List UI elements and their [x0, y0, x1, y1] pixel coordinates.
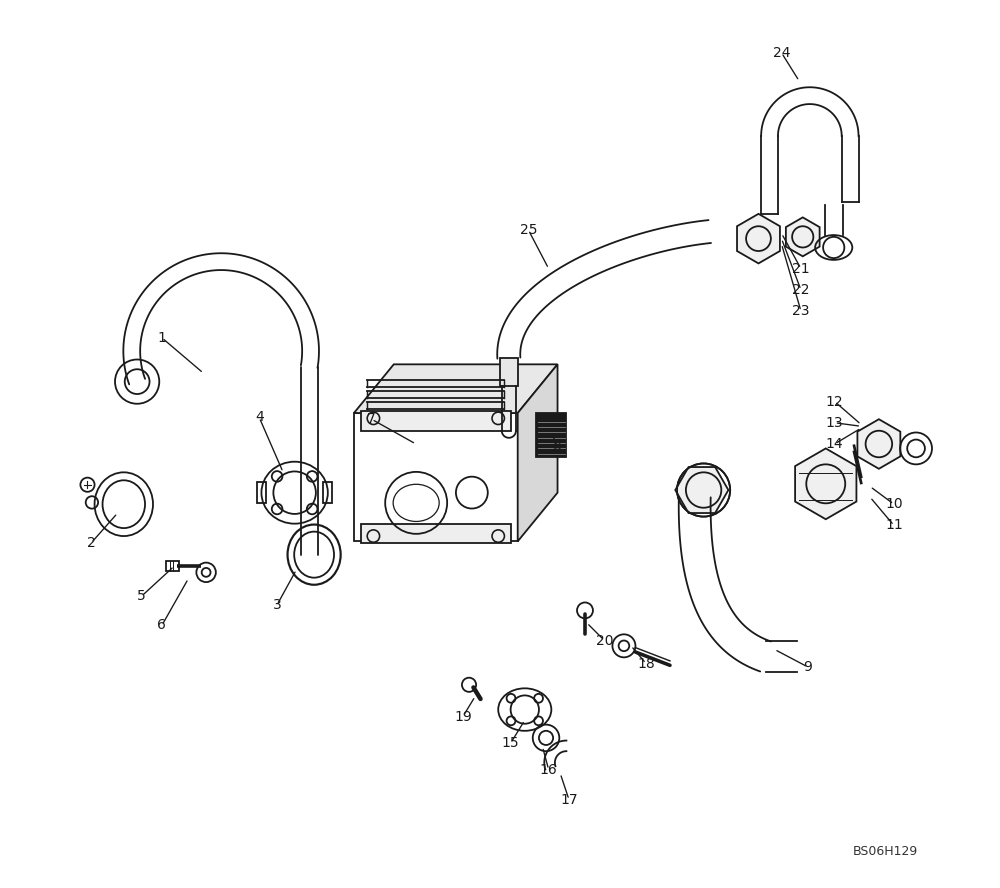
Text: 5: 5: [137, 590, 146, 603]
Bar: [361, 411, 511, 431]
Text: 18: 18: [637, 656, 655, 670]
Text: 6: 6: [157, 618, 166, 632]
Text: 2: 2: [87, 536, 95, 551]
Polygon shape: [737, 214, 780, 264]
Bar: [323, 482, 332, 503]
Text: 9: 9: [804, 660, 812, 674]
Bar: [536, 413, 566, 457]
Text: 21: 21: [792, 262, 810, 276]
Text: BS06H129: BS06H129: [853, 845, 918, 859]
Polygon shape: [354, 413, 518, 542]
Text: 24: 24: [773, 45, 790, 59]
Polygon shape: [857, 419, 900, 469]
Text: 11: 11: [885, 519, 903, 533]
Bar: [361, 524, 511, 543]
Bar: [257, 482, 266, 503]
Polygon shape: [354, 364, 558, 413]
Text: 7: 7: [367, 412, 376, 426]
Polygon shape: [518, 364, 558, 542]
Text: 13: 13: [826, 416, 843, 430]
Text: 4: 4: [255, 410, 264, 424]
Polygon shape: [675, 467, 728, 513]
Polygon shape: [795, 448, 856, 519]
Text: 20: 20: [596, 633, 613, 647]
Bar: [500, 358, 518, 386]
Text: 15: 15: [502, 736, 519, 750]
Text: 14: 14: [826, 437, 843, 451]
Text: 25: 25: [520, 223, 537, 237]
Text: 22: 22: [792, 283, 810, 297]
Text: 19: 19: [454, 710, 472, 724]
Text: 1: 1: [157, 330, 166, 345]
Text: 10: 10: [885, 497, 903, 511]
Text: 16: 16: [540, 763, 558, 777]
Text: 23: 23: [792, 305, 810, 318]
Polygon shape: [786, 218, 820, 257]
Text: 3: 3: [273, 599, 281, 612]
Text: 17: 17: [560, 793, 578, 807]
Text: 8: 8: [553, 439, 562, 453]
Text: 12: 12: [826, 394, 843, 408]
Circle shape: [462, 678, 476, 692]
Bar: [166, 561, 179, 572]
